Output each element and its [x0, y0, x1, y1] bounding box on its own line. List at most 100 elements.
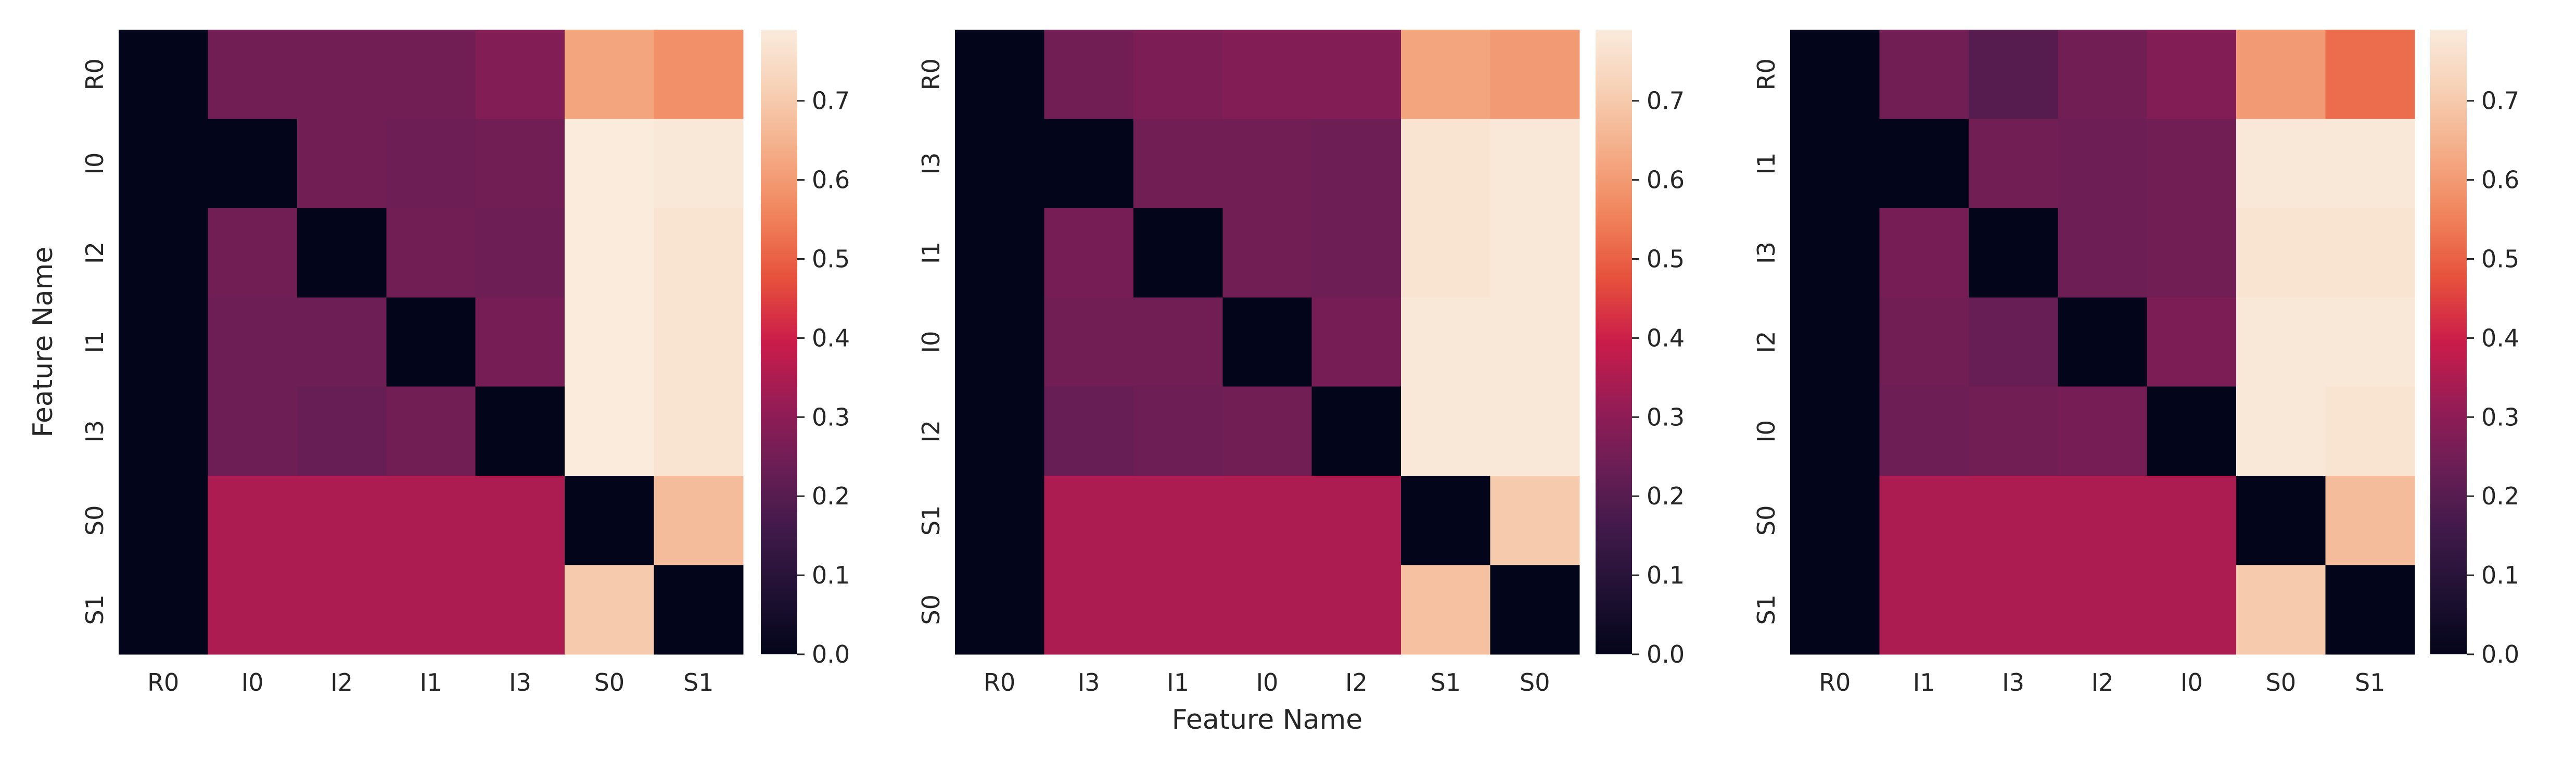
heatmap-cell: [1490, 297, 1580, 387]
heatmap-cell: [1044, 476, 1134, 566]
heatmap-cell: [2147, 565, 2237, 655]
colorbar-tick-label: 0.4: [1647, 324, 1685, 352]
heatmap-cell: [208, 565, 298, 655]
x-tick-label: I3: [2002, 668, 2024, 696]
heatmap-cell: [297, 476, 387, 566]
y-tick-label: S0: [917, 594, 945, 625]
heatmap-cell: [386, 565, 476, 655]
heatmap-cell: [2325, 208, 2415, 298]
x-tick-label: R0: [147, 668, 179, 696]
x-tick-label: I3: [1078, 668, 1100, 696]
colorbar-tick-label: 0.0: [812, 640, 850, 668]
heatmap-cell: [1879, 297, 1969, 387]
heatmap-cell: [475, 476, 565, 566]
heatmap-cell: [565, 119, 655, 209]
x-tick-label: I2: [1345, 668, 1368, 696]
heatmap-cell: [1490, 119, 1580, 209]
heatmap-cell: [208, 208, 298, 298]
colorbar-tick-label: 0.6: [812, 166, 850, 194]
heatmap-cell: [1790, 119, 1880, 209]
heatmap-cell: [2147, 208, 2237, 298]
colorbar-tick-label: 0.2: [2481, 482, 2519, 510]
y-tick-label: I1: [81, 331, 109, 353]
y-tick-label: R0: [917, 58, 945, 90]
heatmap-cell: [1968, 208, 2058, 298]
x-tick-label: I0: [2180, 668, 2203, 696]
heatmap-cell: [565, 476, 655, 566]
y-tick-label: I0: [81, 153, 109, 175]
x-tick-label: I3: [509, 668, 531, 696]
heatmap-cell: [1490, 30, 1580, 119]
x-tick-label: I1: [1167, 668, 1189, 696]
y-tick-label: I2: [1752, 331, 1780, 353]
heatmap-cell: [1879, 208, 1969, 298]
heatmap-cell: [955, 386, 1044, 476]
heatmap-cell: [2147, 30, 2237, 119]
heatmap-cell: [297, 386, 387, 476]
colorbar-tick-label: 0.2: [812, 482, 850, 510]
colorbar-tick-label: 0.0: [1647, 640, 1685, 668]
heatmap-cell: [386, 386, 476, 476]
heatmap-cell: [1311, 208, 1401, 298]
heatmap-cell: [955, 30, 1044, 119]
colorbar-tick-label: 0.3: [812, 403, 850, 431]
heatmap-cell: [297, 208, 387, 298]
heatmap-cell: [386, 297, 476, 387]
colorbar-tick-label: 0.0: [2481, 640, 2519, 668]
heatmap-cell: [654, 476, 744, 566]
x-tick-label: I2: [2092, 668, 2114, 696]
heatmap-cell: [1968, 297, 2058, 387]
heatmap-cell: [1311, 386, 1401, 476]
heatmap-cell: [1790, 208, 1880, 298]
heatmap-cell: [1401, 565, 1491, 655]
heatmap-cell: [2236, 30, 2326, 119]
y-tick-label: I2: [81, 242, 109, 264]
x-tick-label: R0: [1819, 668, 1851, 696]
heatmap-cell: [1490, 476, 1580, 566]
heatmap-cell: [386, 208, 476, 298]
heatmap-cell: [654, 386, 744, 476]
x-tick-label: I1: [420, 668, 442, 696]
x-tick-label: I0: [241, 668, 264, 696]
heatmap-cell: [2236, 386, 2326, 476]
heatmap-cell: [2325, 119, 2415, 209]
colorbar-tick-label: 0.6: [2481, 166, 2519, 194]
y-tick-label: S0: [81, 505, 109, 536]
colorbar-tick-label: 0.7: [2481, 87, 2519, 115]
heatmap-cell: [297, 565, 387, 655]
heatmap-cell: [297, 119, 387, 209]
heatmap-cell: [1133, 297, 1223, 387]
x-axis-title: Feature Name: [1172, 704, 1362, 736]
heatmap-cell: [2236, 476, 2326, 566]
y-tick-label: S1: [1752, 594, 1780, 625]
heatmap-cell: [475, 30, 565, 119]
heatmap-cell: [2147, 386, 2237, 476]
heatmap-cell: [2058, 30, 2148, 119]
heatmap-cell: [1401, 476, 1491, 566]
heatmap-cell: [1401, 208, 1491, 298]
colorbar-tick-label: 0.2: [1647, 482, 1685, 510]
heatmap-cell: [386, 30, 476, 119]
x-tick-label: I2: [330, 668, 353, 696]
heatmap-cell: [955, 476, 1044, 566]
heatmap-cell: [1044, 386, 1134, 476]
heatmap-cell: [1133, 208, 1223, 298]
heatmap-cell: [2236, 565, 2326, 655]
heatmap-cell: [565, 30, 655, 119]
heatmap-cell: [1490, 565, 1580, 655]
y-tick-label: R0: [1752, 58, 1780, 90]
colorbar-tick-label: 0.1: [812, 561, 850, 589]
heatmap-cell: [1879, 565, 1969, 655]
heatmap-cell: [208, 386, 298, 476]
heatmap-cell: [1133, 119, 1223, 209]
heatmap-cell: [2147, 297, 2237, 387]
heatmap-cell: [1222, 208, 1312, 298]
heatmap-panel-3: R0 I1 I3 I2 I0 S0 S1 R0 I1 I3 I2 I0 S0 S1 0.0 0.1 0.2 0.3…: [1752, 30, 2519, 696]
heatmap-cell: [1879, 386, 1969, 476]
colorbar-tick-label: 0.3: [2481, 403, 2519, 431]
heatmap-cell: [119, 386, 208, 476]
y-tick-label: R0: [81, 58, 109, 90]
heatmap-cell: [2058, 208, 2148, 298]
heatmap-cell: [565, 565, 655, 655]
heatmap-cell: [2325, 476, 2415, 566]
